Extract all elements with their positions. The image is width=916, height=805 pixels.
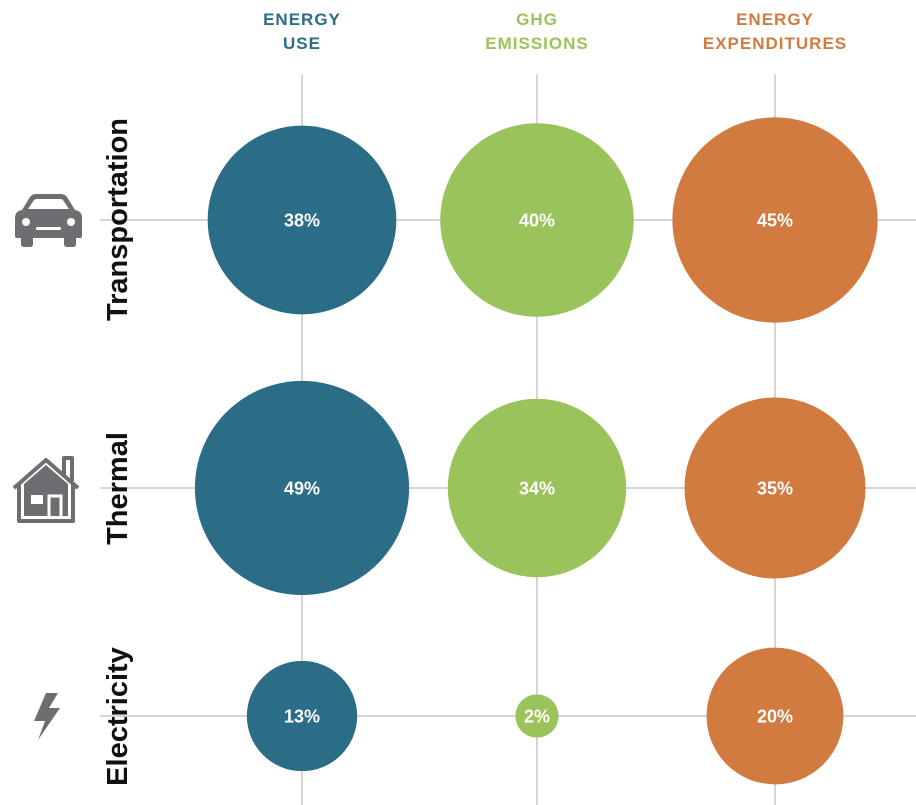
- bubble-circle: [706, 647, 844, 785]
- bubble: 13%: [246, 660, 358, 772]
- bubble-circle: [684, 397, 866, 579]
- bubble: 34%: [447, 398, 627, 578]
- row-icons: [12, 194, 82, 740]
- column-header-line: ENERGY: [263, 10, 341, 29]
- bubble-value-label: 38%: [284, 210, 320, 230]
- house-outline: [12, 456, 80, 523]
- car-windshield: [28, 199, 69, 209]
- bubble: 2%: [515, 694, 559, 738]
- car-headlight: [67, 218, 75, 226]
- bubble-circle: [672, 117, 878, 323]
- bubble: 35%: [684, 397, 866, 579]
- house-icon: [12, 456, 80, 523]
- car-headlight: [22, 218, 30, 226]
- row-label: Thermal: [101, 431, 134, 545]
- bubble-value-label: 45%: [757, 210, 793, 230]
- column-header-line: EXPENDITURES: [702, 34, 848, 53]
- bubble: 20%: [706, 647, 844, 785]
- bubble-circle: [440, 123, 634, 317]
- bubble-circle: [447, 398, 627, 578]
- bubble-value-label: 20%: [757, 706, 793, 726]
- bubble-value-label: 34%: [519, 478, 555, 498]
- bubble-value-label: 35%: [757, 478, 793, 498]
- bubble: 45%: [672, 117, 878, 323]
- column-header: ENERGY USE: [182, 8, 422, 56]
- bubble: 38%: [207, 125, 397, 315]
- car-grille: [36, 227, 61, 230]
- bubble-value-label: 13%: [284, 706, 320, 726]
- bubble-circle: [194, 380, 410, 596]
- column-header-line: EMISSIONS: [485, 34, 589, 53]
- row-label: Electricity: [101, 646, 134, 786]
- bubble-value-label: 40%: [519, 210, 555, 230]
- bubble: 40%: [440, 123, 634, 317]
- column-header-line: USE: [283, 34, 321, 53]
- bubble-circle: [515, 694, 559, 738]
- bubble-circle: [207, 125, 397, 315]
- bubble-value-label: 2%: [524, 706, 550, 726]
- lightning-icon: [34, 693, 60, 740]
- column-header-line: ENERGY: [736, 10, 814, 29]
- bubble-value-label: 49%: [284, 478, 320, 498]
- bubble: 49%: [194, 380, 410, 596]
- column-header-line: GHG: [516, 10, 558, 29]
- bubble-circle: [246, 660, 358, 772]
- car-icon: [15, 194, 82, 247]
- column-header: GHG EMISSIONS: [417, 8, 657, 56]
- column-header: ENERGY EXPENDITURES: [655, 8, 895, 56]
- house-door: [47, 494, 63, 516]
- row-label: Transportation: [101, 117, 134, 321]
- house-window: [31, 495, 43, 504]
